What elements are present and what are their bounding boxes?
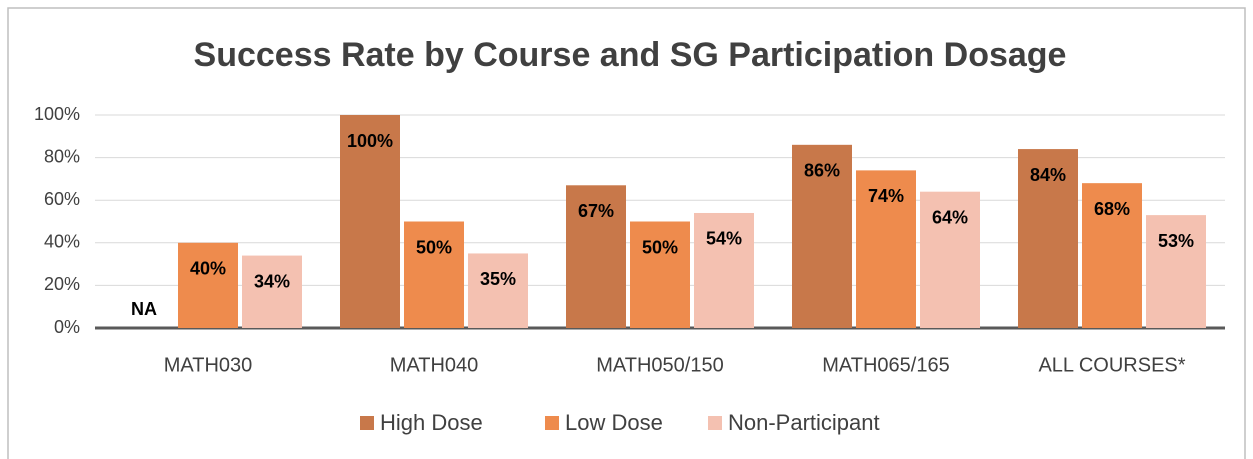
bar	[792, 144, 852, 328]
value-label: NA	[131, 299, 157, 319]
y-tick-label: 80%	[44, 146, 80, 166]
bar	[340, 115, 400, 328]
x-tick-label: MATH040	[390, 354, 479, 376]
value-label: 84%	[1030, 165, 1066, 185]
y-tick-label: 40%	[44, 232, 80, 252]
x-tick-label: MATH030	[164, 354, 253, 376]
bar	[468, 253, 528, 328]
legend-label: Non-Participant	[728, 410, 880, 435]
value-label: 50%	[642, 237, 678, 257]
bar	[1018, 149, 1078, 328]
value-label: 64%	[932, 207, 968, 227]
legend-label: High Dose	[380, 410, 483, 435]
bar	[1082, 183, 1142, 328]
legend-swatch	[545, 416, 559, 430]
bar	[856, 170, 916, 328]
x-tick-label: ALL COURSES*	[1038, 354, 1185, 376]
y-tick-label: 0%	[54, 317, 80, 337]
legend-swatch	[360, 416, 374, 430]
bar	[920, 191, 980, 328]
chart-title: Success Rate by Course and SG Participat…	[194, 36, 1067, 74]
bar	[694, 212, 754, 328]
value-label: 40%	[190, 259, 226, 279]
bar	[1146, 215, 1206, 328]
bar	[404, 221, 464, 328]
x-tick-label: MATH050/150	[596, 354, 723, 376]
value-label: 68%	[1094, 199, 1130, 219]
bar	[566, 185, 626, 328]
bar	[178, 242, 238, 328]
bar	[242, 255, 302, 328]
y-tick-label: 20%	[44, 274, 80, 294]
value-label: 86%	[804, 161, 840, 181]
value-label: 34%	[254, 271, 290, 291]
value-label: 35%	[480, 269, 516, 289]
value-label: 67%	[578, 201, 614, 221]
y-tick-label: 60%	[44, 189, 80, 209]
legend-swatch	[708, 416, 722, 430]
value-label: 53%	[1158, 231, 1194, 251]
y-tick-label: 100%	[34, 104, 80, 124]
value-label: 54%	[706, 229, 742, 249]
legend-label: Low Dose	[565, 410, 663, 435]
x-tick-label: MATH065/165	[822, 354, 949, 376]
value-label: 74%	[868, 186, 904, 206]
value-label: 100%	[347, 131, 393, 151]
chart-border	[7, 7, 1246, 459]
value-label: 50%	[416, 237, 452, 257]
bar	[630, 221, 690, 328]
